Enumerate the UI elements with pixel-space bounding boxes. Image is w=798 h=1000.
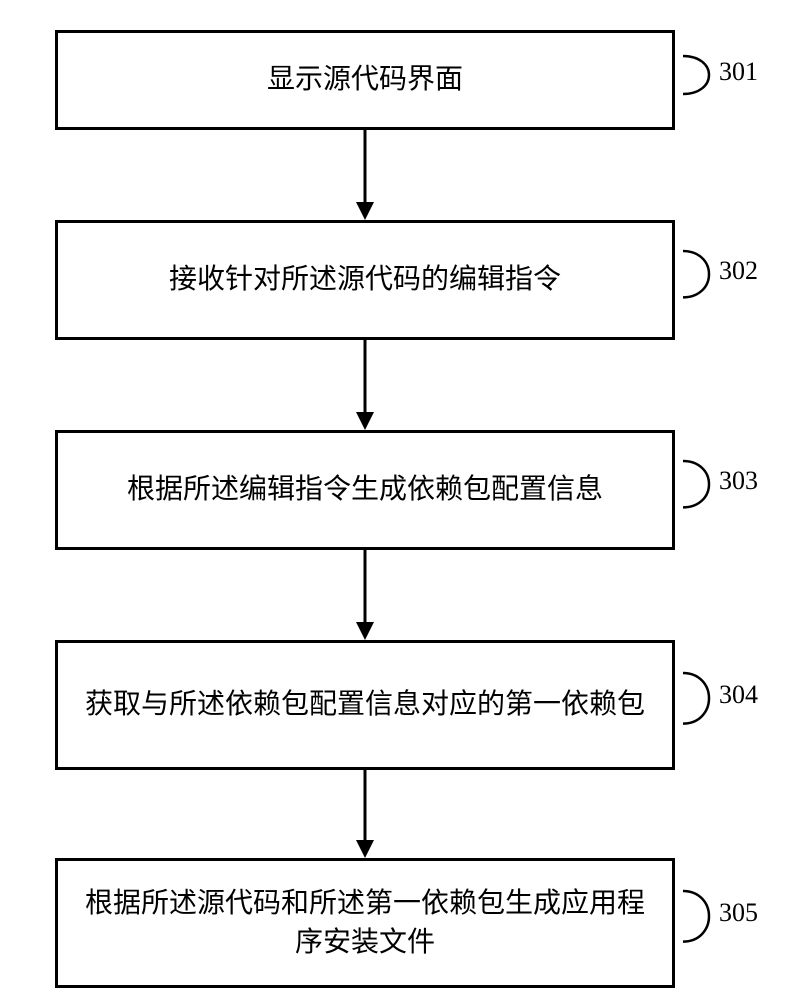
step-label-301: 301 [719,57,758,87]
flow-node-n5: 根据所述源代码和所述第一依赖包生成应用程序安装文件 [55,858,675,988]
step-label-304: 304 [719,680,758,710]
flow-node-n3: 根据所述编辑指令生成依赖包配置信息 [55,430,675,550]
flow-arrow [345,550,385,640]
step-label-303: 303 [719,466,758,496]
flow-arrow [345,770,385,858]
step-label-302: 302 [719,256,758,286]
flow-node-n2: 接收针对所述源代码的编辑指令 [55,220,675,340]
step-bracket [681,889,711,944]
step-label-305: 305 [719,898,758,928]
flow-arrow [345,340,385,430]
flow-node-text: 获取与所述依赖包配置信息对应的第一依赖包 [78,685,652,724]
flow-node-text: 接收针对所述源代码的编辑指令 [78,260,652,299]
step-bracket [681,54,711,96]
flow-node-text: 根据所述编辑指令生成依赖包配置信息 [78,470,652,509]
step-bracket [681,671,711,726]
flow-node-text: 显示源代码界面 [78,60,652,99]
flow-node-text: 根据所述源代码和所述第一依赖包生成应用程序安装文件 [78,884,652,962]
step-bracket [681,249,711,299]
flow-node-n4: 获取与所述依赖包配置信息对应的第一依赖包 [55,640,675,770]
flowchart-canvas: 显示源代码界面 301 接收针对所述源代码的编辑指令 302 根据所述编辑指令生成依赖包… [0,0,798,1000]
flow-node-n1: 显示源代码界面 [55,30,675,130]
flow-arrow [345,130,385,220]
step-bracket [681,459,711,509]
